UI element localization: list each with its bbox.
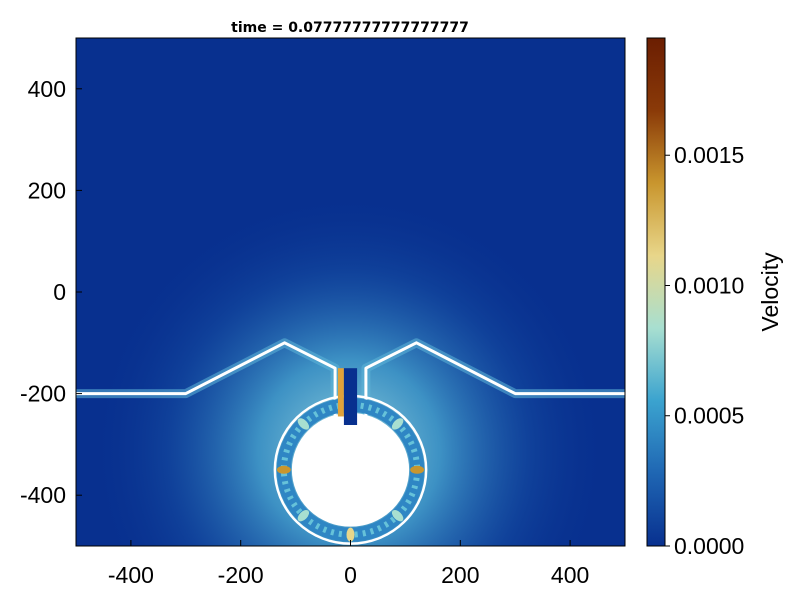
y-tick-label: -400 bbox=[20, 482, 66, 508]
neck-left-hot bbox=[337, 368, 344, 417]
chamber-hotspot bbox=[410, 465, 425, 474]
chamber-hotspot bbox=[276, 465, 291, 474]
colorbar-tick-label: 0.0010 bbox=[674, 272, 744, 298]
chamber-hotspot bbox=[391, 509, 404, 522]
colorbar-label: Velocity bbox=[757, 252, 783, 332]
plot-area bbox=[76, 38, 625, 546]
chart-title: time = 0.07777777777777777 bbox=[231, 20, 469, 36]
chamber-hotspot bbox=[391, 418, 404, 430]
right-wall bbox=[364, 341, 625, 417]
y-tick-label: -200 bbox=[20, 381, 66, 407]
chamber-interior bbox=[291, 412, 410, 527]
colorbar-tick-label: 0.0005 bbox=[674, 403, 744, 429]
x-tick-label: 200 bbox=[441, 562, 479, 588]
x-tick-label: -200 bbox=[218, 562, 264, 588]
y-tick-label: 0 bbox=[53, 279, 66, 305]
x-tick-label: -400 bbox=[108, 562, 154, 588]
y-axis: 400 200 0 -200 -400 bbox=[20, 76, 82, 508]
colorbar bbox=[646, 37, 666, 547]
colorbar-tick-label: 0.0015 bbox=[674, 142, 744, 168]
chamber-hotspot bbox=[346, 527, 355, 542]
x-tick-label: 400 bbox=[551, 562, 589, 588]
neck-channel bbox=[343, 368, 358, 425]
chamber-hotspot bbox=[297, 509, 310, 522]
y-tick-label: 200 bbox=[28, 177, 66, 203]
boundary-walls bbox=[76, 338, 625, 545]
x-axis: -400 -200 0 200 400 bbox=[108, 540, 589, 588]
x-tick-label: 0 bbox=[344, 562, 357, 588]
colorbar-ticks: 0.0000 0.0005 0.0010 0.0015 bbox=[665, 142, 744, 559]
left-wall bbox=[76, 341, 337, 417]
chamber-hotspot bbox=[297, 418, 310, 430]
y-tick-label: 400 bbox=[28, 76, 66, 102]
colorbar-tick-label: 0.0000 bbox=[674, 533, 744, 559]
